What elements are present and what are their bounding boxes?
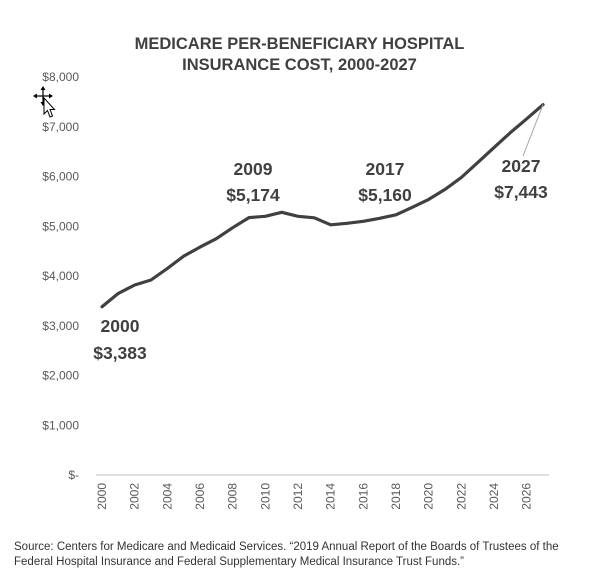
source-note: Source: Centers for Medicare and Medicai… [14,541,559,568]
x-tick-label: 2008 [226,483,240,510]
y-tick-label: $1,000 [42,418,79,432]
annotations: 2000 $3,383 2009 $5,174 2017 $5,160 2027 $7,443 [93,104,548,363]
annotation-year: 2000 [101,316,140,336]
y-tick-label: $3,000 [42,319,79,333]
x-tick-label: 2004 [160,483,174,510]
x-tick-label: 2026 [520,483,534,510]
y-tick-label: $6,000 [42,170,79,184]
y-tick-label: $4,000 [42,269,79,283]
x-axis: 2000 2002 2004 2006 2008 2010 2012 2014 2016 2018… [95,474,549,510]
x-tick-label: 2018 [389,483,403,510]
x-tick-label: 2022 [454,483,468,510]
annotation-year: 2017 [366,159,405,179]
x-tick-label: 2020 [422,483,436,510]
x-tick-label: 2016 [356,483,370,510]
annotation-value: $5,174 [226,185,280,205]
annotation-value: $5,160 [358,185,412,205]
annotation-year: 2027 [502,156,541,176]
x-tick-label: 2010 [258,483,272,510]
annotation-value: $3,383 [93,343,147,363]
annotation-year: 2009 [234,159,273,179]
y-tick-label: $7,000 [42,120,79,134]
annotation-value: $7,443 [494,182,548,202]
y-tick-label: $2,000 [42,369,79,383]
series-line [100,103,545,309]
x-tick-label: 2002 [128,483,142,510]
series-line-group [100,103,545,309]
y-axis: $- $1,000 $2,000 $3,000 $4,000 $5,000 $6,000 $7… [42,70,79,482]
chart-title: MEDICARE PER-BENEFICIARY HOSPITAL INSURA… [0,34,599,76]
move-cursor-icon [33,86,56,118]
x-tick-label: 2024 [487,483,501,510]
x-tick-label: 2000 [95,483,109,510]
y-tick-label: $- [68,468,79,482]
chart-title-line-1: MEDICARE PER-BENEFICIARY HOSPITAL [134,35,465,53]
annotation-leader-line [522,104,544,157]
x-tick-label: 2014 [324,483,338,510]
y-tick-label: $8,000 [42,70,79,84]
x-tick-label: 2012 [291,483,305,510]
x-tick-label: 2006 [193,483,207,510]
y-tick-label: $5,000 [42,219,79,233]
chart-title-line-2: INSURANCE COST, 2000-2027 [182,56,417,74]
